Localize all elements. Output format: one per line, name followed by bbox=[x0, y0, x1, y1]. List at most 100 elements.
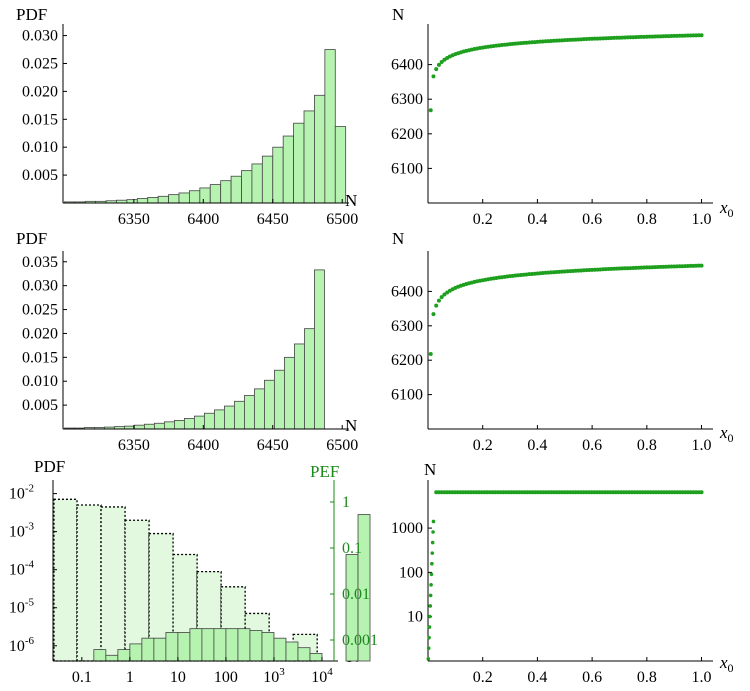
hist3-pef-bar bbox=[201, 628, 215, 662]
hist3-pef-bar bbox=[261, 632, 275, 662]
hist3-axes: 0.1 1 10 100 103 10410-210-310-410-510-610.10… bbox=[9, 480, 378, 686]
hist1-bars bbox=[63, 49, 347, 204]
hist2-bar bbox=[304, 328, 315, 430]
hist3-ytick-base: 10 bbox=[9, 524, 25, 541]
scatter3-point bbox=[699, 490, 704, 495]
hist3-pef-bar bbox=[213, 628, 227, 662]
scatter1-dots bbox=[428, 33, 704, 113]
hist1-bar bbox=[293, 122, 305, 204]
hist3-xtick-label: 104 bbox=[311, 666, 333, 686]
hist2-xtick-label: 6450 bbox=[257, 437, 289, 454]
scatter2-point bbox=[434, 303, 439, 308]
hist3-pef-bar bbox=[189, 628, 203, 662]
hist1-ytick-label: 0.030 bbox=[22, 28, 58, 45]
hist1-bar bbox=[126, 199, 138, 204]
hist1-xtick-label: 6400 bbox=[187, 211, 219, 228]
hist3-pef-bar bbox=[357, 514, 371, 662]
hist3-xtick-sup: 4 bbox=[327, 666, 333, 678]
scatter3-point bbox=[427, 625, 432, 629]
scatter2-xtick-label: 0.4 bbox=[527, 437, 547, 454]
panel-hist1: PDF N 6350 6400 6450 6500 0.005 0.010 0.015 0.0… bbox=[16, 5, 358, 228]
hist3-xtick-label: 10 bbox=[170, 669, 186, 686]
hist2-bar bbox=[254, 388, 265, 430]
hist3-xtick-sup: 3 bbox=[279, 666, 285, 678]
hist2-ytick-label: 0.010 bbox=[22, 373, 58, 390]
hist1-xtick-label: 6500 bbox=[326, 211, 358, 228]
hist1-bar bbox=[241, 170, 253, 204]
hist2-bar bbox=[164, 421, 175, 430]
hist2-bar bbox=[184, 418, 195, 430]
hist1-bar bbox=[199, 187, 211, 204]
scatter3-ytick-label: 1000 bbox=[391, 520, 423, 537]
scatter3-point bbox=[427, 635, 431, 640]
scatter3-xtick-label: 0.2 bbox=[473, 669, 493, 686]
hist3-ytick-sup: -6 bbox=[25, 635, 35, 647]
hist2-ytick-label: 0.035 bbox=[22, 254, 58, 271]
scatter1-ylabel: N bbox=[392, 5, 404, 24]
scatter1-ytick-label: 6300 bbox=[391, 91, 423, 108]
hist1-bar bbox=[324, 49, 336, 204]
scatter2-dots bbox=[428, 263, 704, 357]
hist2-bar bbox=[264, 379, 275, 430]
hist3-pef-bar bbox=[309, 652, 323, 662]
scatter2-xtick-label: 1.0 bbox=[692, 437, 712, 454]
scatter2-ytick-label: 6100 bbox=[391, 387, 423, 404]
hist3-pdf-bar bbox=[53, 498, 78, 662]
hist3-ytick-base: 10 bbox=[9, 486, 25, 503]
hist3-ytick-sup: -5 bbox=[25, 597, 35, 609]
hist2-ytick-label: 0.030 bbox=[22, 278, 58, 295]
scatter2-point bbox=[428, 352, 433, 357]
hist3-ytick-label: 10-5 bbox=[9, 597, 35, 617]
hist1-ytick-label: 0.020 bbox=[22, 83, 58, 100]
scatter2-point bbox=[436, 298, 441, 303]
hist1-axes: 6350 6400 6450 6500 0.005 0.010 0.015 0.020 0.02… bbox=[22, 24, 358, 228]
scatter2-point bbox=[699, 263, 704, 268]
scatter3-point bbox=[428, 593, 433, 598]
hist1-bar bbox=[168, 194, 180, 204]
hist1-bar bbox=[157, 195, 169, 204]
hist3-pef-bar bbox=[225, 628, 239, 662]
hist3-pef-bar bbox=[141, 637, 155, 662]
hist3-ylabel-right: PEF bbox=[310, 462, 339, 481]
hist1-bar bbox=[282, 135, 295, 204]
hist1-ylabel: PDF bbox=[16, 5, 47, 24]
scatter1-point bbox=[428, 108, 433, 113]
hist3-xtick-label: 100 bbox=[214, 669, 238, 686]
hist3-pef-bar bbox=[237, 628, 251, 662]
scatter1-xtick-label: 0.6 bbox=[582, 211, 602, 228]
scatter1-xtick-label: 1.0 bbox=[692, 211, 712, 228]
hist2-ylabel: PDF bbox=[16, 229, 47, 248]
hist1-ytick-label: 0.010 bbox=[22, 139, 58, 156]
hist2-ytick-label: 0.015 bbox=[22, 349, 58, 366]
scatter1-xtick-label: 0.2 bbox=[473, 211, 493, 228]
hist2-bar bbox=[294, 343, 305, 430]
hist1-bar bbox=[334, 126, 347, 204]
scatter1-xtick-label: 0.4 bbox=[527, 211, 547, 228]
scatter2-point bbox=[431, 312, 436, 317]
hist2-bar bbox=[244, 395, 255, 430]
hist2-bar bbox=[174, 419, 185, 430]
hist3-ytick-label: 10-6 bbox=[9, 635, 35, 655]
hist1-ytick-label: 0.005 bbox=[22, 167, 58, 184]
hist1-ytick-label: 0.015 bbox=[22, 111, 58, 128]
hist3-ytick-label: 10-3 bbox=[9, 521, 35, 541]
hist1-bar bbox=[230, 175, 242, 204]
scatter2-xtick-label: 0.2 bbox=[473, 437, 493, 454]
hist3-pef-bar bbox=[249, 630, 263, 662]
hist3-ytick-sup: -4 bbox=[25, 559, 35, 571]
scatter1-point bbox=[431, 74, 436, 79]
scatter1-ytick-label: 6200 bbox=[391, 126, 423, 143]
hist1-bar bbox=[136, 198, 149, 204]
hist3-right-tick-label: 0.01 bbox=[342, 586, 370, 603]
hist3-pef-bar bbox=[177, 632, 191, 662]
hist3-ytick-label: 10-2 bbox=[9, 483, 34, 503]
hist3-xtick-label: 103 bbox=[263, 666, 285, 686]
hist1-xtick-label: 6350 bbox=[118, 211, 150, 228]
hist3-xtick-base: 0.1 bbox=[72, 669, 92, 686]
scatter3-point bbox=[430, 540, 435, 545]
scatter1-point bbox=[699, 33, 704, 38]
hist2-xlabel: N bbox=[345, 416, 357, 435]
hist2-bar bbox=[154, 422, 165, 430]
scatter2-xlabel: x0 bbox=[719, 423, 734, 445]
hist3-pef-bar bbox=[117, 649, 131, 662]
